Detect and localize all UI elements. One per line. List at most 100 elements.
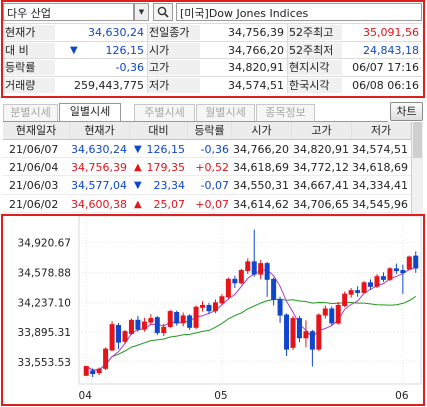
cell-text: 34,756,39 [71, 160, 127, 174]
cell-text: -0,07 [200, 179, 229, 193]
cell-text: 25,07 [153, 197, 186, 211]
tab-info[interactable]: 종목정보 [256, 104, 315, 121]
candle-down [277, 298, 283, 316]
candle-up [258, 263, 264, 275]
column-header[interactable]: 시가 [232, 122, 292, 139]
quote-value: ▼ 126,15 [56, 43, 146, 58]
y-tick-label: 34,237.10 [18, 297, 71, 309]
table-cell-date: 21/06/02 [3, 196, 70, 213]
candle-down [380, 276, 386, 280]
quote-label: 현지시각 [287, 60, 342, 75]
column-header[interactable]: 대비 [130, 122, 188, 139]
table-cell-open: 34,766,20 [232, 141, 292, 158]
table-cell-date: 21/06/04 [3, 159, 70, 176]
table-cell-change: ▼ 23,34 [130, 177, 188, 194]
candle-up [148, 318, 154, 323]
candle-up [96, 368, 102, 374]
x-tick-label: 04 [79, 390, 93, 402]
candle-down [154, 317, 160, 334]
quote-value-text: 06/08 06:16 [352, 78, 419, 92]
column-divider [287, 23, 288, 93]
up-arrow-icon: ▲ [134, 161, 142, 173]
candle-down [187, 315, 193, 328]
candle-down [116, 325, 122, 343]
table-cell-rate: +0,52 [188, 159, 232, 176]
quote-value-text: 34,630,24 [88, 26, 144, 39]
table-cell-low: 34,574,51 [352, 141, 411, 158]
table-cell-change: ▲ 179,35 [130, 159, 188, 176]
quote-label: 거래량 [3, 77, 55, 93]
y-tick-label: 33,895.31 [18, 327, 71, 339]
candle-down [413, 255, 419, 269]
down-arrow-icon: ▼ [134, 143, 142, 155]
column-header[interactable]: 저가 [352, 122, 411, 139]
column-header[interactable]: 현재가 [70, 122, 130, 139]
quote-label: 시가 [147, 42, 200, 58]
cell-text: 21/06/03 [9, 179, 59, 193]
quote-value-text: 126,15 [105, 43, 145, 57]
quote-value-text: 259,443,775 [74, 78, 144, 92]
candlestick-chart: 34,920.67 34,578.88 34,237.10 33,895.31 33,5… [18, 215, 422, 402]
table-header-row: 현재일자 현재가 대비 등락률 시가 고가 저가 [3, 122, 411, 140]
stock-select-value: 다우 산업 [7, 7, 51, 20]
candle-down [232, 278, 238, 284]
candle-up [322, 308, 328, 316]
table-row[interactable]: 21/06/02 34,600,38 ▲ 25,07 +0,07 34,614,62 34,… [3, 196, 411, 214]
chart-button[interactable]: 차트 [390, 102, 423, 121]
quote-value-text: 34,756,39 [228, 26, 284, 39]
table-scrollbar[interactable] [411, 122, 423, 214]
quote-label: 고가 [147, 60, 200, 75]
cell-text: +0,07 [195, 197, 229, 211]
quote-row: 현재가 34,630,24 전일종가 34,756,39 52주최고 35,091,56 [3, 23, 422, 40]
candle-up [387, 268, 393, 280]
candle-up [200, 304, 206, 308]
table-cell-price: 34,577,04 [70, 177, 130, 194]
quote-value: 34,630,24 [56, 25, 146, 40]
cell-text: 34,667,41 [293, 179, 349, 193]
x-tick-label: 05 [214, 390, 227, 402]
column-header[interactable]: 등락률 [188, 122, 232, 139]
quote-value-text: 34,766,20 [228, 43, 284, 57]
cell-text: 34,630,24 [71, 142, 127, 156]
candle-down [355, 290, 361, 293]
chevron-down-icon[interactable]: ▼ [134, 3, 149, 21]
candle-up [290, 318, 296, 348]
candle-up [348, 290, 354, 295]
quote-value-text: -0,36 [115, 61, 144, 74]
table-cell-date: 21/06/07 [3, 141, 70, 158]
tab-minute[interactable]: 분별시세 [3, 104, 58, 121]
column-header[interactable]: 고가 [292, 122, 352, 139]
table-row[interactable]: 21/06/04 34,756,39 ▲ 179,35 +0,52 34,618,69 34… [3, 159, 411, 177]
quote-panel [1, 0, 425, 98]
quote-value-text: 35,091,56 [363, 26, 419, 39]
quote-label: 등락률 [3, 60, 55, 75]
table-cell-price: 34,630,24 [70, 141, 130, 158]
table-cell-low: 34,334,41 [352, 177, 411, 194]
table-row[interactable]: 21/06/03 34,577,04 ▼ 23,34 -0,07 34,550,31 34,… [3, 177, 411, 195]
tab-daily[interactable]: 일별시세 [59, 103, 121, 121]
candle-up [316, 314, 322, 350]
scrollbar-thumb[interactable] [413, 122, 422, 158]
cell-text: 34,618,69 [233, 160, 289, 174]
tab-weekly[interactable]: 주별시세 [134, 104, 195, 121]
candle-up [167, 311, 173, 327]
tab-monthly[interactable]: 월별시세 [196, 104, 255, 121]
table-cell-rate: -0,36 [188, 141, 232, 158]
cell-text: 21/06/02 [9, 197, 59, 211]
candle-down [135, 319, 141, 330]
candle-up [161, 326, 167, 334]
cell-text: 34,550,31 [233, 179, 289, 193]
candle-up [225, 278, 231, 298]
candle-down [329, 308, 335, 324]
quote-row: 등락률 -0,36 고가 34,820,91 현지시각 06/07 17:16 [3, 58, 422, 75]
quote-value-text: 24,843,18 [363, 43, 419, 57]
search-button[interactable] [153, 3, 173, 21]
stock-select[interactable]: 다우 산업 [3, 3, 134, 21]
index-select[interactable]: [미국]Dow Jones Indices [176, 3, 422, 21]
table-row[interactable]: 21/06/07 34,630,24 ▼ 126,15 -0,36 34,766,20 34… [3, 141, 411, 158]
candle-down [271, 278, 277, 300]
down-arrow-icon: ▼ [134, 180, 142, 192]
candle-down [90, 370, 96, 375]
column-header[interactable]: 현재일자 [3, 122, 70, 139]
moving-average-20-line [85, 295, 417, 371]
